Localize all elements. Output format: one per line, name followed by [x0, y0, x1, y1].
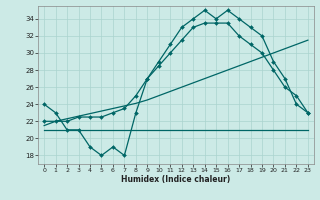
- X-axis label: Humidex (Indice chaleur): Humidex (Indice chaleur): [121, 175, 231, 184]
